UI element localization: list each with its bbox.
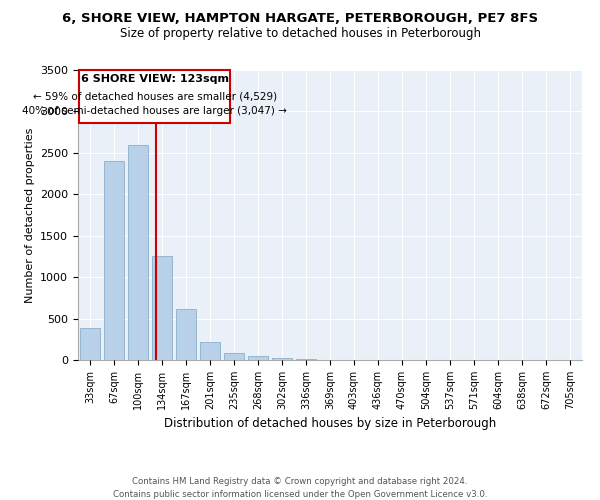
Bar	[224, 352, 244, 360]
Bar	[80, 328, 100, 360]
Bar	[200, 342, 220, 360]
Text: 40% of semi-detached houses are larger (3,047) →: 40% of semi-detached houses are larger (…	[22, 106, 287, 117]
Text: Contains public sector information licensed under the Open Government Licence v3: Contains public sector information licen…	[113, 490, 487, 499]
Bar	[128, 144, 148, 360]
Text: Size of property relative to detached houses in Peterborough: Size of property relative to detached ho…	[119, 28, 481, 40]
Bar	[272, 358, 292, 360]
Text: 6, SHORE VIEW, HAMPTON HARGATE, PETERBOROUGH, PE7 8FS: 6, SHORE VIEW, HAMPTON HARGATE, PETERBOR…	[62, 12, 538, 26]
Text: Contains HM Land Registry data © Crown copyright and database right 2024.: Contains HM Land Registry data © Crown c…	[132, 478, 468, 486]
Y-axis label: Number of detached properties: Number of detached properties	[25, 128, 35, 302]
FancyBboxPatch shape	[79, 70, 230, 123]
Bar	[104, 161, 124, 360]
Bar	[248, 356, 268, 360]
Text: 6 SHORE VIEW: 123sqm: 6 SHORE VIEW: 123sqm	[81, 74, 229, 84]
Bar	[176, 308, 196, 360]
Bar	[296, 359, 316, 360]
X-axis label: Distribution of detached houses by size in Peterborough: Distribution of detached houses by size …	[164, 418, 496, 430]
Text: ← 59% of detached houses are smaller (4,529): ← 59% of detached houses are smaller (4,…	[33, 91, 277, 101]
Bar	[152, 256, 172, 360]
